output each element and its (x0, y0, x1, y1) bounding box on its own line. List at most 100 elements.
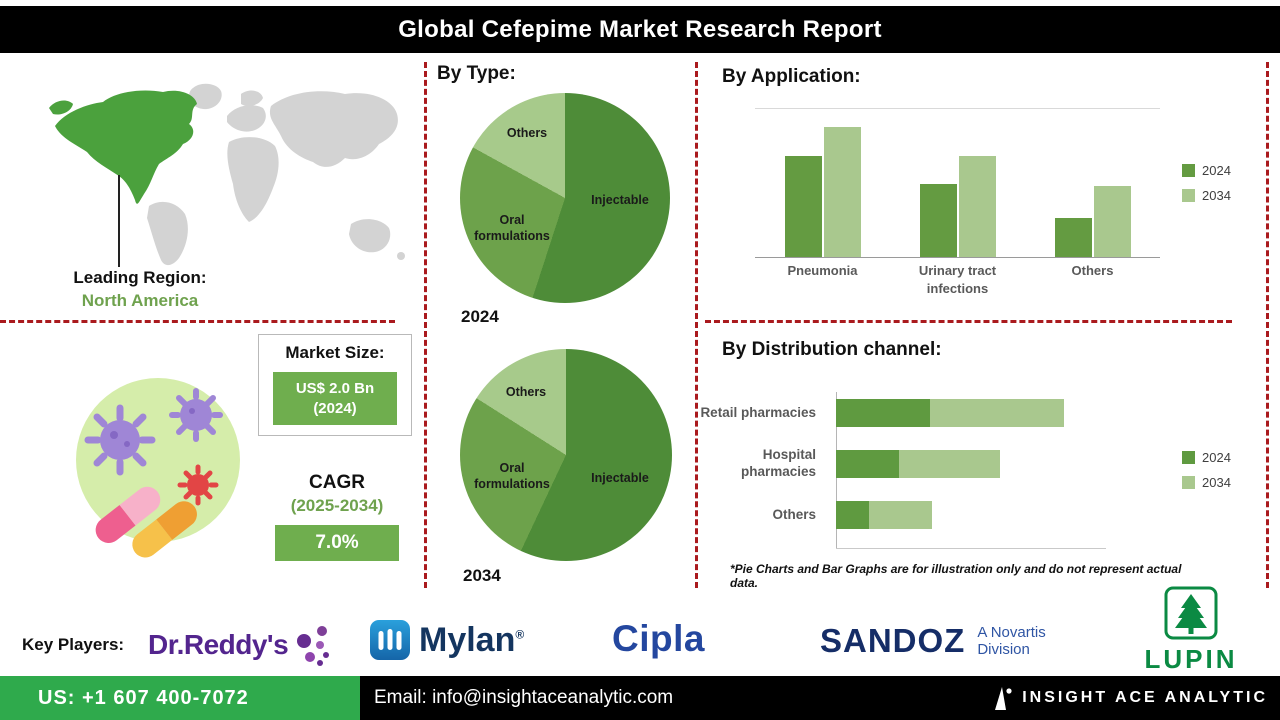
legend-swatch (1182, 476, 1195, 489)
dist-bar (836, 501, 933, 529)
footer-phone-bar: US: +1 607 400-7072 (0, 676, 360, 720)
market-size-value: US$ 2.0 Bn (2024) (273, 372, 397, 425)
dist-category-label: Retail pharmacies (700, 404, 816, 420)
divider-vertical-2 (695, 62, 698, 588)
cagr-value: 7.0% (275, 525, 399, 561)
pie-slice-label-others: Others (505, 385, 547, 399)
divider-vertical-1 (424, 62, 427, 588)
virus-icon (169, 388, 223, 442)
dist-bar (836, 450, 1001, 478)
cipla-wordmark: Cipla (612, 618, 705, 659)
lupin-wordmark: LUPIN (1144, 644, 1238, 674)
market-size-label: Market Size: (285, 343, 385, 362)
registered-mark: ® (515, 627, 525, 642)
bar-2034 (958, 156, 996, 257)
sandoz-subtitle: A Novartis Division (977, 623, 1046, 658)
lupin-tree-icon (1164, 586, 1218, 640)
cagr-period: (2025-2034) (290, 496, 384, 515)
bar-2024 (1054, 217, 1092, 257)
dist-category-label: Others (772, 506, 816, 522)
distribution-x-axis (836, 548, 1106, 549)
pie-slice-label-injectable: Injectable (591, 471, 649, 485)
dist-row-0: Retail pharmacies (700, 398, 1180, 428)
segment-2024 (836, 450, 900, 478)
segment-2034 (930, 399, 1064, 427)
legend-item-2024: 2024 (1182, 163, 1231, 178)
divider-vertical-right-edge (1266, 62, 1269, 588)
bar-group-1 (919, 109, 996, 257)
x-axis-label: Others (1071, 263, 1114, 278)
legend-item-2034: 2034 (1182, 475, 1231, 490)
leading-region: Leading Region: North America (40, 268, 240, 311)
dist-row-2: Others (700, 500, 1180, 530)
dr-reddys-dots-icon (297, 626, 330, 666)
report-header: Global Cefepime Market Research Report (0, 6, 1280, 53)
distribution-legend: 2024 2034 (1182, 450, 1231, 490)
medicine-illustration (58, 352, 256, 577)
legend-item-2024: 2024 (1182, 450, 1231, 465)
logo-cipla: Cipla (612, 618, 705, 660)
application-legend: 2024 2034 (1182, 163, 1231, 203)
by-application-title: By Application: (722, 66, 861, 87)
divider-right-horizontal (705, 320, 1232, 323)
bar-2024 (919, 184, 957, 257)
distribution-bar-chart: Retail pharmacies Hospital pharmacies Othe… (700, 398, 1180, 551)
pie-year-label-2034: 2034 (463, 566, 501, 585)
legend-label: 2034 (1202, 188, 1231, 203)
cagr-block: CAGR (2025-2034) 7.0% (262, 472, 412, 561)
segment-2024 (836, 399, 930, 427)
key-players-label: Key Players: (22, 635, 125, 654)
email-address: Email: info@insightaceanalytic.com (374, 687, 674, 708)
market-size-year: (2024) (313, 399, 357, 417)
mylan-icon (370, 620, 410, 660)
dist-bar (836, 399, 1064, 427)
pie-year-label-2024: 2024 (461, 307, 499, 326)
pie-slice-label-others: Others (506, 126, 548, 140)
capsule-icon (95, 486, 197, 558)
legend-label: 2024 (1202, 163, 1231, 178)
mylan-text: Mylan (419, 620, 516, 659)
x-axis-label: Pneumonia (787, 263, 858, 278)
by-type-title: By Type: (437, 63, 516, 84)
leading-region-value: North America (81, 291, 199, 310)
segment-2024 (836, 501, 869, 529)
bar-group-2 (1054, 109, 1131, 257)
logo-lupin: LUPIN (1128, 586, 1254, 675)
dist-row-1: Hospital pharmacies (700, 447, 1180, 479)
segment-2034 (899, 450, 1001, 478)
market-size-card: Market Size: US$ 2.0 Bn (2024) (258, 334, 412, 436)
leading-region-label: Leading Region: (73, 268, 207, 287)
pie-chart-2034: Injectable Oral formulations Others (460, 349, 672, 561)
dist-category-label: Hospital pharmacies (740, 447, 816, 479)
chart-disclaimer: *Pie Charts and Bar Graphs are for illus… (730, 562, 1182, 590)
segment-2034 (868, 501, 933, 529)
legend-swatch (1182, 189, 1195, 202)
application-bar-chart (755, 108, 1160, 258)
pie-slice-label-oral: Oral formulations (474, 461, 550, 491)
x-axis-label: Urinary tract infections (918, 263, 997, 297)
footer-contact-bar: Email: info@insightaceanalytic.com INSIG… (360, 676, 1280, 720)
pie-slice-label-injectable: Injectable (591, 193, 649, 207)
map-pointer-line (118, 175, 120, 267)
bar-group-0 (784, 109, 861, 257)
world-map-graphic (49, 83, 405, 266)
report-title: Global Cefepime Market Research Report (398, 15, 882, 43)
market-size-amount: US$ 2.0 Bn (295, 380, 375, 397)
logo-mylan: Mylan® (370, 620, 524, 660)
sandoz-wordmark: SANDOZ (820, 622, 966, 659)
divider-left-horizontal (0, 320, 395, 323)
pie-chart-2024: Injectable Oral formulations Others (460, 93, 670, 303)
logo-dr-reddys: Dr.Reddy's (148, 622, 332, 668)
application-x-axis-labels: Pneumonia Urinary tract infections Others (755, 262, 1160, 298)
virus-icon (177, 464, 219, 506)
bar-2034 (1093, 185, 1131, 257)
phone-number: US: +1 607 400-7072 (38, 686, 249, 709)
legend-swatch (1182, 164, 1195, 177)
cagr-label: CAGR (309, 472, 365, 493)
legend-label: 2024 (1202, 450, 1231, 465)
bar-2024 (784, 156, 822, 257)
brand-name: INSIGHT ACE ANALYTIC (1022, 689, 1268, 706)
legend-label: 2034 (1202, 475, 1231, 490)
legend-item-2034: 2034 (1182, 188, 1231, 203)
